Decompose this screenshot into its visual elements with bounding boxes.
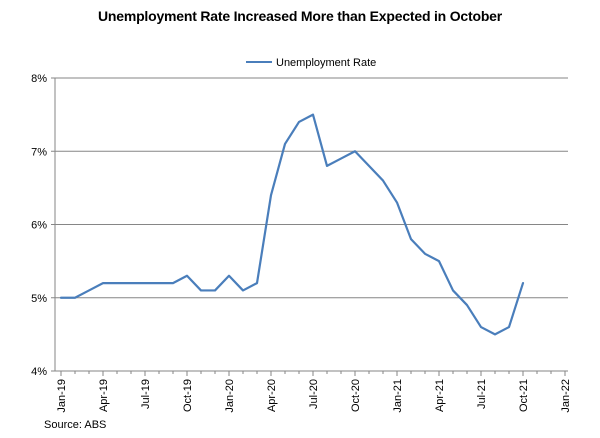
x-tick-label: Apr-20 <box>266 379 278 412</box>
y-tick-label: 8% <box>31 73 47 85</box>
data-point-Jul-20 <box>312 113 314 115</box>
data-point-May-19 <box>116 282 118 284</box>
x-tick-label: Jan-21 <box>392 379 404 413</box>
data-point-Jun-19 <box>130 282 132 284</box>
series-line-unemployment-rate <box>59 113 525 336</box>
x-tick-label: Oct-19 <box>182 379 194 412</box>
y-tick-label: 5% <box>31 293 47 305</box>
data-point-Jun-21 <box>466 304 468 306</box>
chart-title: Unemployment Rate Increased More than Ex… <box>97 8 503 24</box>
data-point-May-21 <box>452 289 454 291</box>
data-point-May-20 <box>284 143 286 145</box>
y-tick-label: 4% <box>31 366 47 378</box>
data-point-Mar-21 <box>424 253 426 255</box>
data-point-Jan-21 <box>396 201 398 203</box>
data-point-Sep-20 <box>340 157 342 159</box>
y-tick-label: 6% <box>31 220 47 232</box>
legend: Unemployment Rate <box>246 57 376 69</box>
x-tick-label: Jul-21 <box>476 379 488 409</box>
data-point-Jul-21 <box>480 326 482 328</box>
x-tick-label: Jan-20 <box>224 379 236 413</box>
source-note: Source: ABS <box>44 419 107 431</box>
legend-label-unemployment-rate: Unemployment Rate <box>276 57 376 69</box>
x-axis-tick-labels: Jan-19 Apr-19 Jul-19 Oct-19 Jan-20 Apr-20 Jul-… <box>56 371 572 413</box>
x-tick-label: Jan-22 <box>560 379 572 413</box>
data-point-Oct-21 <box>522 282 524 284</box>
data-point-Mar-19 <box>88 289 90 291</box>
data-point-Nov-19 <box>200 289 202 291</box>
data-point-Feb-20 <box>242 289 244 291</box>
data-point-Apr-20 <box>270 194 272 196</box>
x-tick-label: Apr-19 <box>98 379 110 412</box>
data-point-Feb-19 <box>74 297 76 299</box>
data-point-Dec-20 <box>382 179 384 181</box>
data-point-Mar-20 <box>256 282 258 284</box>
data-point-Oct-19 <box>186 275 188 277</box>
data-point-Oct-20 <box>354 150 356 152</box>
data-point-Sep-21 <box>508 326 510 328</box>
data-point-Jun-20 <box>298 121 300 123</box>
x-tick-label: Oct-21 <box>518 379 530 412</box>
data-point-Aug-19 <box>158 282 160 284</box>
x-tick-label: Jan-19 <box>56 379 68 413</box>
data-point-Nov-20 <box>368 165 370 167</box>
x-tick-label: Jul-20 <box>308 379 320 409</box>
data-point-Aug-20 <box>326 165 328 167</box>
data-point-Jan-19 <box>60 297 62 299</box>
x-tick-label: Jul-19 <box>140 379 152 409</box>
data-point-Aug-21 <box>494 333 496 335</box>
data-point-Apr-19 <box>102 282 104 284</box>
series-layer <box>59 113 525 336</box>
gridlines <box>55 77 568 299</box>
data-point-Dec-19 <box>214 289 216 291</box>
data-point-Apr-21 <box>438 260 440 262</box>
x-tick-label: Oct-20 <box>350 379 362 412</box>
data-point-Jan-20 <box>228 275 230 277</box>
data-point-Feb-21 <box>410 238 412 240</box>
data-point-Jul-19 <box>144 282 146 284</box>
data-point-Sep-19 <box>172 282 174 284</box>
y-axis-tick-labels: 4% 5% 6% 7% 8% <box>31 73 55 378</box>
x-tick-label: Apr-21 <box>434 379 446 412</box>
y-tick-label: 7% <box>31 146 47 158</box>
